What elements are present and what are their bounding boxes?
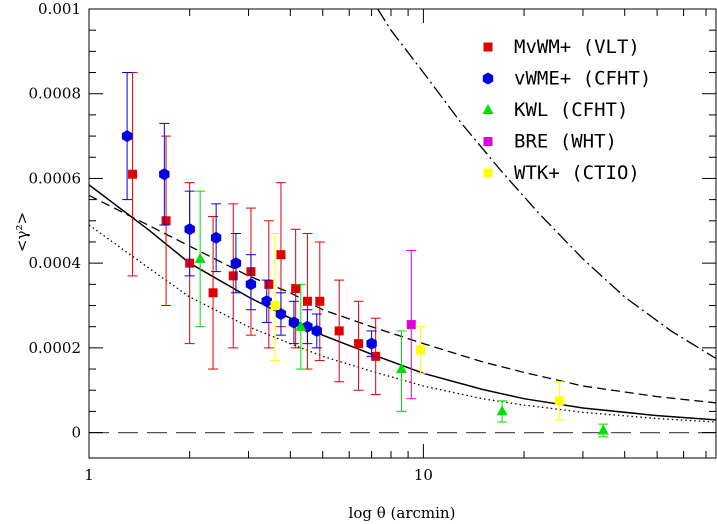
data-point [291, 284, 301, 294]
legend: MvWM+ (VLT) vWME+ (CFHT) KWL (CFHT) BRE (WH… [482, 36, 651, 184]
model-curve-dotted [89, 224, 716, 423]
x-axis-label: log θ (arcmin) [349, 504, 456, 522]
series-4 [270, 233, 565, 421]
data-point [228, 271, 238, 281]
legend-entry: vWME+ (CFHT) [514, 68, 651, 90]
data-point [128, 169, 138, 179]
data-point [210, 231, 222, 244]
series-3 [406, 249, 417, 400]
data-point [354, 339, 364, 349]
data-point [261, 295, 272, 308]
data-point [415, 345, 425, 355]
data-point [302, 296, 312, 306]
legend-marker [483, 137, 493, 146]
data-point [366, 337, 377, 350]
data-point [288, 316, 300, 329]
data-point [208, 288, 218, 298]
data-point [597, 424, 609, 435]
data-point [230, 257, 242, 270]
legend-marker [482, 104, 494, 114]
series-1 [121, 72, 377, 357]
x-tick-label: 10 [414, 466, 433, 484]
y-tick-label: 0.0008 [29, 85, 82, 103]
y-tick-label: 0.0002 [29, 339, 82, 357]
legend-marker [483, 168, 493, 178]
data-point [161, 216, 171, 226]
data-point [554, 396, 564, 406]
plot-frame [88, 8, 717, 459]
y-tick-label: 0.0004 [29, 254, 82, 272]
y-tick-label: 0.0006 [29, 169, 82, 187]
data-point [295, 320, 307, 331]
data-point [275, 308, 287, 320]
data-point [159, 168, 170, 181]
data-point [264, 279, 274, 289]
legend-entry: KWL (CFHT) [514, 99, 628, 121]
y-axis-label: <γ²> [13, 212, 31, 252]
model-curve-dash-dot [377, 9, 716, 360]
data-point [315, 296, 325, 306]
x-tick-label: 1 [84, 466, 94, 484]
data-point [334, 326, 344, 336]
legend-entry: BRE (WHT) [514, 131, 617, 153]
data-point [496, 405, 508, 416]
model-curve-solid [89, 184, 716, 421]
data-point [406, 320, 416, 330]
axis-ticks: 1 10 0 0.0002 0.0004 0.0006 0.0008 0.001 [29, 0, 716, 484]
legend-marker [482, 72, 494, 85]
y-tick-label: 0.001 [38, 0, 81, 18]
data-point [184, 223, 195, 236]
data-point [276, 250, 286, 260]
data-point [194, 252, 206, 263]
y-tick-label: 0 [71, 424, 81, 442]
legend-entry: WTK+ (CTIO) [514, 162, 640, 184]
data-point [245, 278, 257, 291]
data-point [395, 363, 407, 374]
series-2 [194, 190, 609, 438]
legend-entry: MvWM+ (VLT) [514, 36, 640, 58]
legend-marker [483, 42, 493, 52]
data-point [311, 324, 322, 337]
data-points [121, 72, 609, 438]
data-point [270, 301, 280, 311]
data-point [121, 130, 133, 143]
